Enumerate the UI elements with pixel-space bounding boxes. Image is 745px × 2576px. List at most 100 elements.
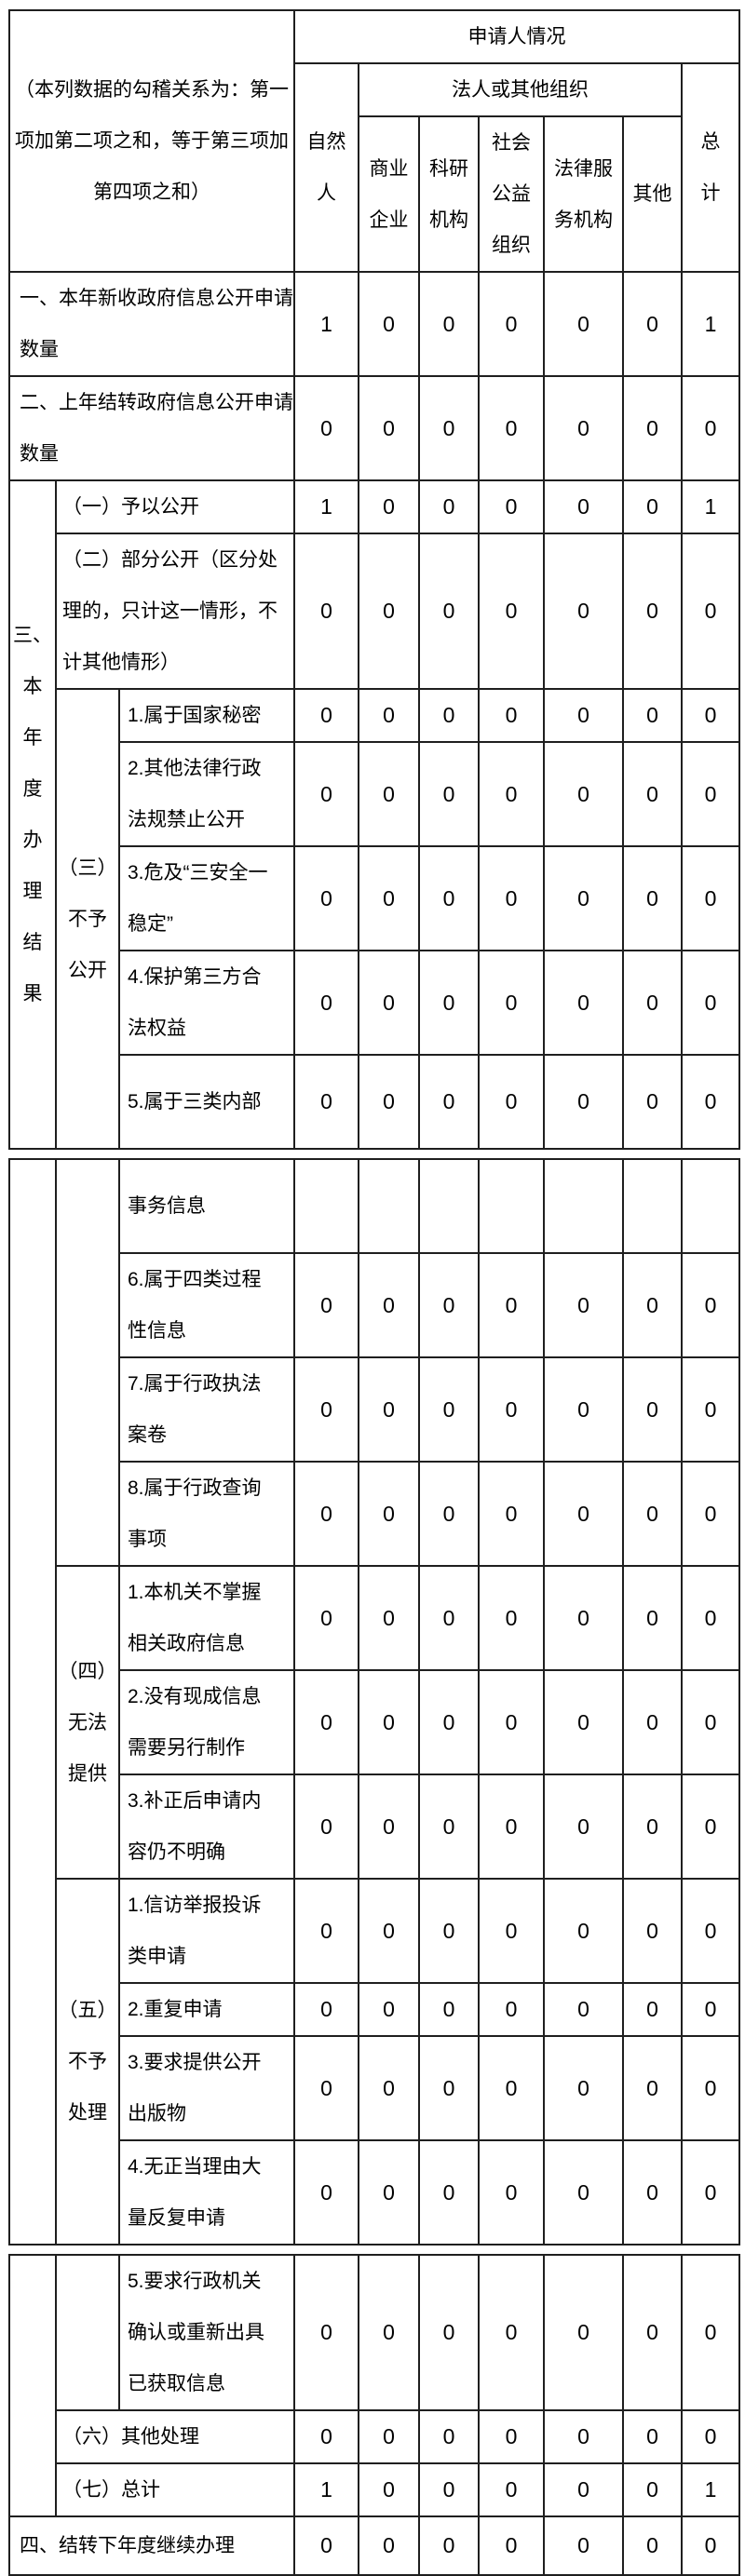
value-cell: 0: [293, 1878, 359, 1984]
value-cell: 0: [293, 1565, 359, 1671]
text-line: 办: [22, 829, 43, 851]
row-label-admin-inquiry: 8.属于行政查询 事项: [118, 1461, 295, 1567]
row-label-enforcement-files: 7.属于行政执法 案卷: [118, 1356, 295, 1463]
row-label-endanger-safety: 3.危及“三安全一 稳定”: [117, 845, 296, 951]
value-cell: 0: [418, 1054, 481, 1150]
value-cell: 0: [418, 688, 481, 743]
text-line: 2.没有现成信息: [128, 1686, 262, 1707]
value-cell: 0: [293, 1982, 359, 2037]
text-line: 出版物: [128, 2103, 186, 2124]
value-cell: 0: [543, 2254, 624, 2411]
value-cell: 0: [418, 1669, 480, 1775]
header-other: 其他: [622, 115, 684, 273]
text-line: 8.属于行政查询: [128, 1477, 262, 1499]
text-line: 项加第二项之和，等于第三项加: [15, 130, 290, 152]
row-label-still-unclear: 3.补正后申请内 容仍不明确: [118, 1774, 295, 1880]
header-row-3: 商业 企业 科研 机构 社会 公益 组织 法律服 务机构 其他: [9, 115, 739, 273]
text-line: 公益: [492, 183, 532, 205]
text-line: 三、: [13, 625, 52, 646]
value-cell: 0: [622, 1878, 683, 1984]
value-cell: 0: [543, 375, 625, 481]
group-denied-label: （三） 不予 公开: [55, 688, 120, 1150]
value-cell: 0: [622, 2139, 683, 2246]
row-label-law-forbidden: 2.其他法律行政 法规禁止公开: [117, 741, 296, 847]
row-label-granted: （一）予以公开: [54, 479, 296, 534]
value-cell: 0: [418, 1252, 480, 1358]
text-line: 理的，只计这一情形，不: [62, 600, 278, 622]
text-line: 企业: [369, 209, 409, 231]
value-cell: 0: [681, 1565, 740, 1671]
value-cell: 0: [543, 271, 625, 377]
value-cell: 0: [418, 1461, 480, 1567]
text-line: 数量: [20, 443, 59, 465]
value-cell: 0: [418, 2035, 480, 2141]
row-label-subtotal: （七）总计: [55, 2462, 295, 2517]
text-line: 人: [317, 182, 337, 204]
value-cell: 0: [358, 845, 421, 951]
text-line: 3.危及“三安全一: [128, 862, 268, 883]
header-total: 总计: [681, 62, 741, 273]
text-line: （本列数据的勾稽关系为：第一: [15, 79, 290, 101]
value-cell: 1: [681, 271, 741, 377]
text-line: 2.重复申请: [128, 1999, 223, 2020]
value-cell: 0: [478, 2462, 545, 2517]
row-label-confirm-reissue: 5.要求行政机关 确认或重新出具 已获取信息: [118, 2254, 295, 2411]
text-line: 4.保护第三方合: [128, 966, 262, 988]
text-line: 商业: [369, 157, 409, 180]
header-legal-service-org: 法律服 务机构: [543, 115, 625, 273]
value-cell: 0: [681, 1252, 740, 1358]
value-cell: 1: [293, 271, 360, 377]
value-cell: 0: [622, 479, 684, 534]
value-cell: 1: [293, 2462, 359, 2517]
text-line: 性信息: [128, 1320, 186, 1342]
value-cell: 0: [418, 2254, 480, 2411]
value-cell: 0: [543, 1565, 624, 1671]
row-label-no-ready-info: 2.没有现成信息 需要另行制作: [118, 1669, 295, 1775]
value-cell: 0: [478, 845, 546, 951]
table-page-1: （本列数据的勾稽关系为：第一 项加第二项之和，等于第三项加 第四项之和） 申请人情况…: [7, 9, 741, 1150]
value-cell: 0: [478, 950, 546, 1056]
value-cell: 0: [293, 2254, 359, 2411]
text-line: （六）其他处理: [62, 2426, 199, 2448]
value-cell: 0: [418, 1774, 480, 1880]
text-line: 其他: [632, 183, 672, 205]
value-cell: 0: [478, 1669, 545, 1775]
value-cell: 0: [478, 2254, 545, 2411]
value-cell: 0: [622, 533, 684, 690]
value-cell: 0: [358, 1356, 420, 1463]
text-line: 法权益: [128, 1018, 186, 1039]
value-cell: 0: [622, 2515, 683, 2576]
value-cell: 0: [681, 2139, 740, 2246]
value-cell: 0: [293, 845, 360, 951]
text-line: 公开: [68, 959, 107, 981]
group-nohandle-continuation-cell: [55, 2254, 120, 2411]
text-line: 2.其他法律行政: [128, 758, 262, 779]
value-cell: [418, 1158, 480, 1254]
text-line: 二、上年结转政府信息公开申请: [20, 392, 293, 413]
value-cell: 0: [681, 1878, 740, 1984]
value-cell: 0: [622, 271, 684, 377]
value-cell: 0: [622, 1356, 683, 1463]
value-cell: 0: [358, 741, 421, 847]
text-line: 无法: [68, 1711, 107, 1733]
row-label-repeat-request: 2.重复申请: [118, 1982, 295, 2037]
value-cell: 0: [358, 1878, 420, 1984]
header-social-welfare-org: 社会 公益 组织: [478, 115, 546, 273]
text-line: 相关政府信息: [128, 1633, 245, 1654]
text-line: 数量: [20, 339, 59, 360]
value-cell: 0: [478, 2515, 545, 2576]
value-cell: 0: [478, 533, 546, 690]
text-line: （五）: [58, 2000, 117, 2021]
value-cell: 0: [622, 375, 684, 481]
value-cell: 0: [293, 1356, 359, 1463]
value-cell: 0: [418, 2139, 480, 2246]
value-cell: 0: [543, 1252, 624, 1358]
